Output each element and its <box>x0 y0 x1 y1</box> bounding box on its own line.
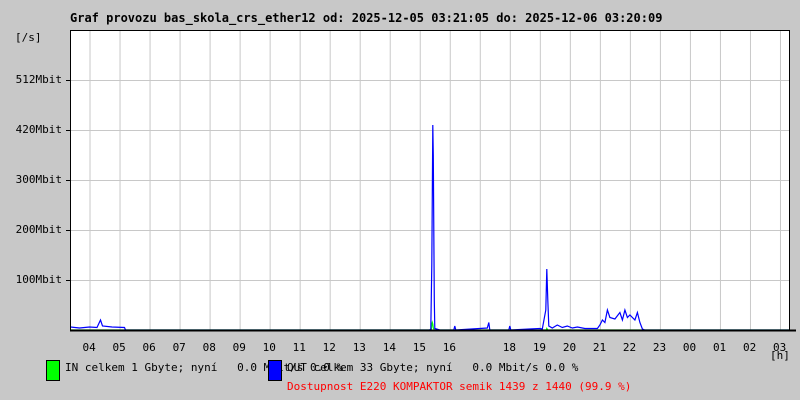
x-tick-label: 23 <box>652 341 667 354</box>
x-tick-label: 15 <box>412 341 426 354</box>
x-axis-unit: [h] <box>770 349 790 362</box>
y-tick-label: 200Mbit <box>15 223 62 236</box>
chart-title: Graf provozu bas_skola_crs_ether12 od: 2… <box>70 11 663 25</box>
x-tick-label: 12 <box>322 341 336 354</box>
x-tick-label: 19 <box>532 341 547 354</box>
y-tick-label: 420Mbit <box>15 123 62 136</box>
x-tick-label: 03 <box>772 341 787 354</box>
legend-in-text: IN celkem 1 Gbyte; nyní 0.0 Mbit/s 0.0 % <box>65 361 344 374</box>
legend-in-swatch <box>46 360 60 381</box>
y-tick-label: 100Mbit <box>15 273 62 286</box>
x-tick-label: 13 <box>352 341 366 354</box>
availability-text: Dostupnost E220 KOMPAKTOR semik 1439 z 1… <box>287 380 632 393</box>
x-tick-label: 10 <box>262 341 276 354</box>
series-line-out <box>70 124 790 331</box>
x-tick-label: 21 <box>592 341 607 354</box>
x-tick-label: 00 <box>682 341 697 354</box>
x-tick-label: 18 <box>502 341 517 354</box>
x-tick-label: 22 <box>622 341 637 354</box>
x-tick-label: 07 <box>172 341 186 354</box>
x-tick-label: 05 <box>112 341 126 354</box>
x-tick-label: 08 <box>202 341 216 354</box>
x-tick-label: 01 <box>712 341 727 354</box>
x-tick-label: 02 <box>742 341 757 354</box>
legend-out-swatch <box>268 360 282 381</box>
x-tick-label: 20 <box>562 341 577 354</box>
y-tick-label: 300Mbit <box>15 173 62 186</box>
x-tick-label: 09 <box>232 341 246 354</box>
x-tick-label: 04 <box>82 341 96 354</box>
x-tick-label: 14 <box>382 341 396 354</box>
x-tick-label: 11 <box>292 341 306 354</box>
x-tick-label: 06 <box>142 341 156 354</box>
y-tick-label: 512Mbit <box>15 73 62 86</box>
legend-out-text: OUT celkem 33 Gbyte; nyní 0.0 Mbit/s 0.0… <box>287 361 579 374</box>
series-line-in <box>70 320 790 331</box>
y-axis-unit: [/s] <box>15 31 42 44</box>
x-tick-label: 16 <box>442 341 456 354</box>
